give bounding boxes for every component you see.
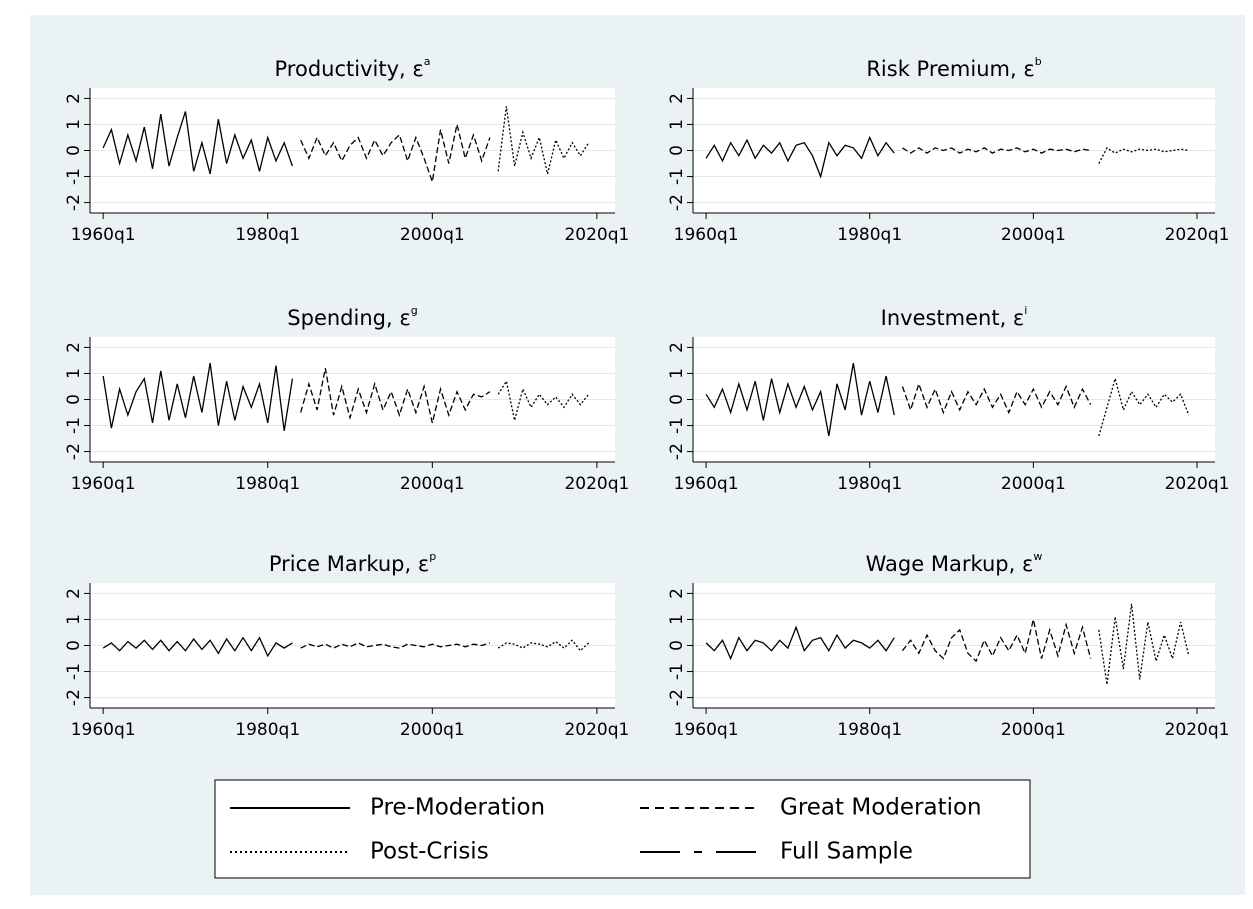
x-tick-label: 1980q1 [235,225,300,245]
x-tick-label: 1960q1 [71,474,136,494]
title-superscript: w [1033,550,1042,563]
x-tick-label: 1960q1 [674,225,739,245]
series-line [300,124,491,182]
x-tick-label: 2020q1 [564,474,629,494]
y-tick-label: 2 [64,342,84,353]
panel-title: Risk Premium, εb [866,55,1041,81]
legend-label: Pre-Moderation [370,795,545,821]
series-line [300,368,491,424]
series-line [102,111,294,175]
x-tick-label: 1980q1 [837,474,902,494]
x-tick-label: 1980q1 [235,720,300,740]
y-tick-label: -1 [667,168,687,185]
panel-title: Productivity, εa [275,55,431,81]
title-text: Productivity, ε [275,57,424,81]
x-tick-label: 2020q1 [1165,474,1230,494]
series-line [705,625,895,661]
x-tick-label: 1960q1 [674,474,739,494]
legend-label: Full Sample [780,839,913,865]
x-tick-label: 1960q1 [71,225,136,245]
y-tick-label: 1 [667,119,687,130]
y-tick-label: 0 [64,640,84,651]
y-tick-label: -1 [64,168,84,185]
y-tick-label: -2 [667,194,687,211]
panel-title: Spending, εg [287,304,417,330]
x-tick-label: 2020q1 [1165,720,1230,740]
panel-title: Price Markup, εp [269,550,436,576]
y-tick-label: -2 [64,443,84,460]
title-superscript: p [429,550,436,563]
x-tick-label: 2020q1 [564,225,629,245]
series-line [497,106,590,175]
y-tick-label: -1 [667,663,687,680]
series-line [102,362,294,431]
series-line [902,147,1091,154]
y-tick-label: 1 [667,614,687,625]
x-tick-label: 1980q1 [235,474,300,494]
y-tick-label: -2 [64,689,84,706]
y-tick-label: -1 [667,417,687,434]
y-tick-label: 2 [667,93,687,104]
y-tick-label: 1 [667,368,687,379]
title-superscript: b [1035,55,1042,68]
x-tick-label: 1960q1 [674,720,739,740]
x-tick-label: 2000q1 [400,474,465,494]
y-tick-label: -1 [64,663,84,680]
x-tick-label: 2000q1 [400,225,465,245]
y-tick-label: 1 [64,368,84,379]
y-tick-label: 0 [667,394,687,405]
legend-box [214,779,1031,879]
x-tick-label: 2000q1 [1001,474,1066,494]
series-line [901,381,1092,415]
y-tick-label: -2 [667,443,687,460]
title-text: Investment, ε [881,306,1025,330]
series-line [497,639,590,652]
y-tick-label: -1 [64,417,84,434]
y-tick-label: 1 [64,119,84,130]
title-superscript: a [424,55,431,68]
series-line [300,642,491,649]
x-tick-label: 1980q1 [837,225,902,245]
y-tick-label: 2 [64,93,84,104]
legend-label: Post-Crisis [370,839,489,865]
y-tick-label: 2 [667,588,687,599]
y-tick-label: 0 [64,394,84,405]
title-superscript: g [411,304,418,317]
series-line [901,619,1092,663]
title-text: Spending, ε [287,306,410,330]
x-tick-label: 2020q1 [1165,225,1230,245]
y-tick-label: 1 [64,614,84,625]
x-tick-label: 2000q1 [1001,720,1066,740]
y-tick-label: -2 [667,689,687,706]
panel-title: Wage Markup, εw [866,550,1043,576]
title-superscript: i [1024,304,1027,317]
x-tick-label: 2000q1 [1001,225,1066,245]
x-tick-label: 1960q1 [71,720,136,740]
y-tick-label: 0 [667,640,687,651]
series-line [1098,146,1189,164]
series-line [497,379,590,421]
y-tick-label: 0 [667,145,687,156]
series-line [705,362,895,437]
x-tick-label: 2020q1 [564,720,629,740]
y-tick-label: -2 [64,194,84,211]
series-line [102,636,293,658]
y-tick-label: 0 [64,145,84,156]
legend-label: Great Moderation [780,795,982,821]
title-text: Price Markup, ε [269,552,429,576]
title-text: Wage Markup, ε [866,552,1034,576]
series-line [1098,376,1190,437]
x-tick-label: 2000q1 [400,720,465,740]
series-line [1098,603,1190,685]
y-tick-label: 2 [667,342,687,353]
y-tick-label: 2 [64,588,84,599]
series-line [705,135,895,179]
x-tick-label: 1980q1 [837,720,902,740]
panel-title: Investment, εi [881,304,1028,330]
title-text: Risk Premium, ε [866,57,1034,81]
